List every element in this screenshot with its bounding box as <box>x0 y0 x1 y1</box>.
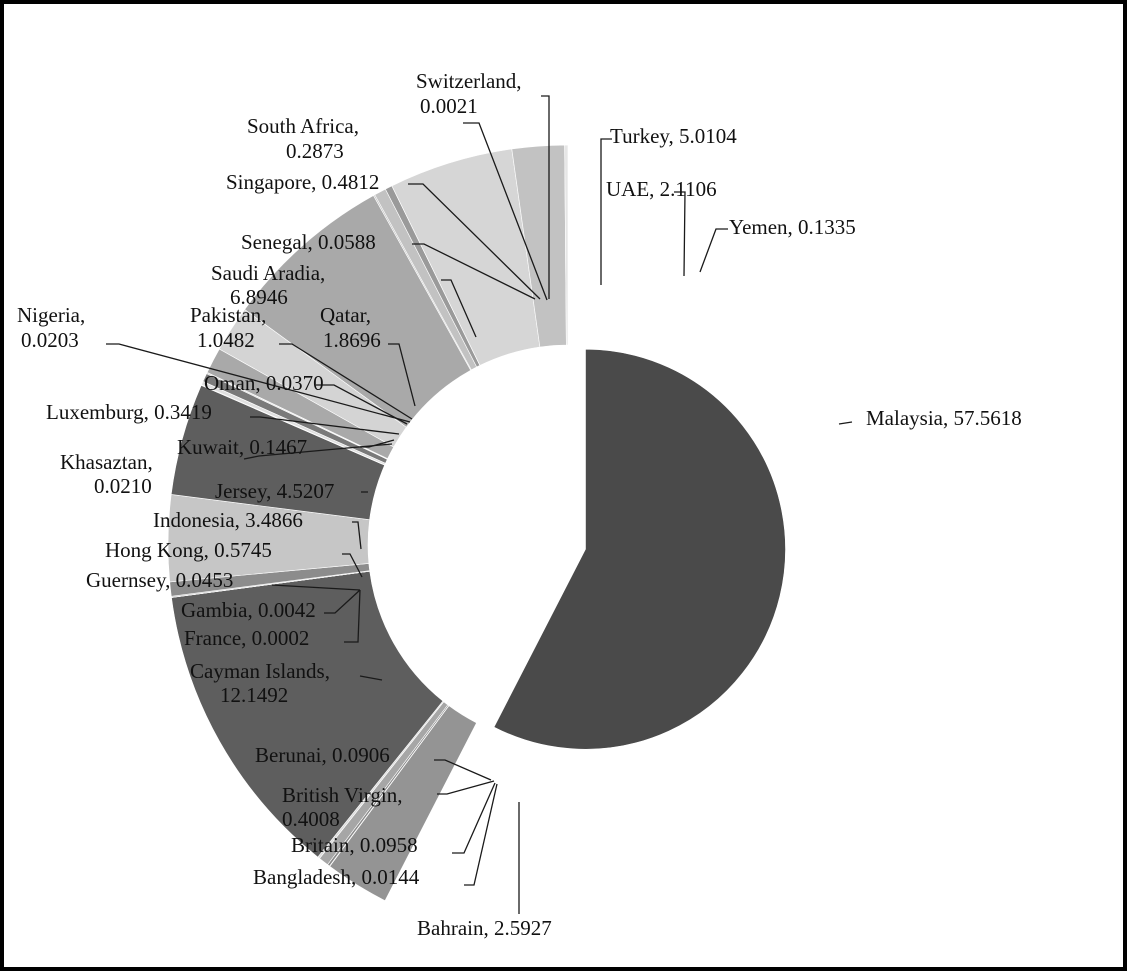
leader-line-guernsey <box>271 584 361 591</box>
leader-line-indonesia <box>352 521 362 550</box>
data-label-jersey: Jersey, 4.5207 <box>215 479 334 503</box>
leader-line-bangladesh <box>464 783 498 886</box>
data-label-bangladesh: Bangladesh, 0.0144 <box>253 865 420 889</box>
leader-line-qatar <box>388 343 416 407</box>
leader-line-uae <box>674 191 686 277</box>
data-label-cayman-islands-name: Cayman Islands, <box>190 659 330 683</box>
leader-line-british-virgin <box>437 780 495 795</box>
data-label-bahrain: Bahrain, 2.5927 <box>417 916 552 940</box>
data-label-nigeria-value: 0.0203 <box>21 328 79 352</box>
data-label-france: France, 0.0002 <box>184 626 309 650</box>
leader-lines-group <box>106 95 853 914</box>
leader-line-senegal <box>412 243 536 300</box>
data-label-turkey: Turkey, 5.0104 <box>610 124 737 148</box>
leader-line-berunai <box>434 759 492 781</box>
leader-line-france <box>344 589 361 643</box>
leader-line-britain <box>452 782 496 854</box>
leader-line-saudi-aradia <box>441 279 477 338</box>
slices-group <box>167 144 786 902</box>
labels-group: Malaysia, 57.5618 Bahrain, 2.5927 Banglade… <box>17 69 1022 940</box>
leader-line-singapore <box>408 183 541 300</box>
leader-line-hong-kong <box>342 553 363 578</box>
data-label-qatar-value: 1.8696 <box>323 328 381 352</box>
data-label-kuwait: Kuwait, 0.1467 <box>177 435 307 459</box>
data-label-british-virgin-value: 0.4008 <box>282 807 340 831</box>
leader-line-kuwait <box>360 439 395 448</box>
data-label-khasaztan-value: 0.0210 <box>94 474 152 498</box>
leader-line-yemen <box>699 228 728 273</box>
data-label-berunai: Berunai, 0.0906 <box>255 743 390 767</box>
leader-line-gambia <box>324 589 361 614</box>
data-label-luxemburg: Luxemburg, 0.3419 <box>46 400 212 424</box>
data-label-saudi-aradia-name: Saudi Aradia, <box>211 261 325 285</box>
data-label-british-virgin-name: British Virgin, <box>282 783 402 807</box>
leader-line-switzerland <box>541 95 550 299</box>
data-label-oman: Oman, 0.0370 <box>204 371 324 395</box>
data-label-senegal: Senegal, 0.0588 <box>241 230 376 254</box>
pie-slice-malaysia <box>493 348 786 750</box>
pie-slice-yemen <box>564 144 569 346</box>
data-label-south-africa-name: South Africa, <box>247 114 359 138</box>
data-label-cayman-islands-value: 12.1492 <box>220 683 288 707</box>
data-label-uae: UAE, 2.1106 <box>606 177 717 201</box>
data-label-switzerland-name: Switzerland, <box>416 69 522 93</box>
data-label-indonesia: Indonesia, 3.4866 <box>153 508 303 532</box>
data-label-qatar-name: Qatar, <box>320 303 371 327</box>
leader-line-turkey <box>600 138 612 285</box>
leader-line-nigeria <box>106 343 411 423</box>
data-label-saudi-aradia-value: 6.8946 <box>230 285 288 309</box>
leader-line-oman <box>316 384 408 425</box>
data-label-britain: Britain, 0.0958 <box>291 833 418 857</box>
data-label-yemen: Yemen, 0.1335 <box>729 215 856 239</box>
data-label-gambia: Gambia, 0.0042 <box>181 598 316 622</box>
data-label-switzerland-value: 0.0021 <box>420 94 478 118</box>
data-label-nigeria-name: Nigeria, <box>17 303 85 327</box>
leader-line-pakistan <box>279 343 413 420</box>
pie-slice-saudi-aradia <box>244 195 472 428</box>
pie-chart: Malaysia, 57.5618 Bahrain, 2.5927 Banglade… <box>17 69 1022 940</box>
pie-slice-cayman-islands <box>171 570 444 858</box>
data-label-south-africa-value: 0.2873 <box>286 139 344 163</box>
leader-line-cayman-islands <box>359 675 383 681</box>
data-label-pakistan-value: 1.0482 <box>197 328 255 352</box>
data-label-singapore: Singapore, 0.4812 <box>226 170 379 194</box>
data-label-malaysia: Malaysia, 57.5618 <box>866 406 1022 430</box>
leader-line-luxemburg <box>250 416 400 435</box>
data-label-khasaztan-name: Khasaztan, <box>60 450 153 474</box>
data-label-hong-kong: Hong Kong, 0.5745 <box>105 538 272 562</box>
leader-line-south-africa <box>463 122 548 301</box>
data-label-guernsey: Guernsey, 0.0453 <box>86 568 233 592</box>
leader-line-khasaztan <box>243 443 393 460</box>
data-label-pakistan-name: Pakistan, <box>190 303 266 327</box>
leader-line-malaysia <box>838 421 853 425</box>
